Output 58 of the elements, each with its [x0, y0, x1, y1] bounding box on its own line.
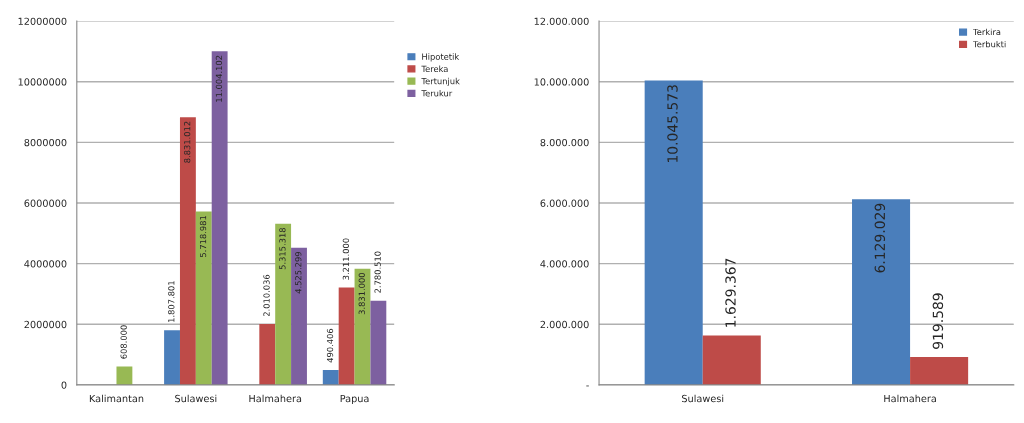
- data-label: 2.780.510: [374, 251, 381, 293]
- legend-label: Tereka: [421, 65, 448, 73]
- data-label: 919.589: [932, 293, 944, 349]
- data-label: 1.807.801: [168, 281, 175, 322]
- bar: [370, 300, 387, 385]
- data-label: 5.718.981: [199, 215, 207, 257]
- data-label: 4.525.299: [295, 251, 302, 294]
- y-tick-label: 8.000.000: [540, 138, 589, 147]
- x-tick-label: Papua: [340, 394, 369, 405]
- x-tick-label: Halmahera: [249, 394, 302, 403]
- y-tick-label: 0: [61, 381, 67, 389]
- y-tick-label: -: [586, 385, 589, 387]
- bar: [116, 366, 133, 385]
- y-tick-label: 4000000: [24, 260, 67, 268]
- y-tick-label: 12000000: [18, 17, 67, 25]
- y-tick-label: 2.000.000: [540, 320, 589, 329]
- bar: [354, 268, 371, 385]
- legend-label: Terkira: [973, 28, 1001, 36]
- data-label: 5.315.318: [279, 228, 286, 270]
- bar: [338, 287, 355, 385]
- legend-label: Tertunjuk: [421, 77, 460, 86]
- bar: [291, 247, 307, 385]
- y-tick-label: 2000000: [24, 320, 67, 329]
- y-tick-label: 8000000: [24, 138, 67, 147]
- x-tick-label: Sulawesi: [682, 394, 724, 403]
- y-tick-label: 10000000: [18, 78, 67, 86]
- bar: [322, 370, 339, 385]
- bar: [852, 199, 911, 385]
- bar: [195, 211, 212, 385]
- data-label: 3.831.000: [358, 272, 365, 315]
- bar: [275, 223, 292, 385]
- x-tick-label: Kalimantan: [89, 394, 144, 403]
- data-label: 8.831.012: [184, 121, 191, 163]
- data-label: 608.000: [120, 325, 127, 359]
- y-tick-label: 12.000.000: [534, 17, 589, 25]
- data-label: 10.045.573: [667, 85, 678, 163]
- bar: [164, 330, 180, 385]
- legend-label: Terbukti: [973, 40, 1006, 48]
- data-label: 2.010.036: [263, 274, 270, 317]
- bar: [179, 117, 196, 385]
- x-tick-label: Sulawesi: [175, 394, 217, 403]
- data-label: 3.211.000: [342, 238, 350, 280]
- y-tick-label: 6.000.000: [540, 199, 589, 207]
- data-label: 11.004.102: [215, 55, 223, 102]
- y-tick-label: 4.000.000: [540, 260, 589, 268]
- data-label: 1.629.367: [725, 258, 736, 327]
- bar: [702, 335, 761, 385]
- y-tick-label: 10.000.000: [534, 78, 589, 86]
- data-label: 6.129.029: [874, 203, 886, 273]
- y-tick-label: 6000000: [24, 199, 67, 207]
- legend-label: Hipotetik: [422, 53, 460, 62]
- data-label: 490.406: [326, 328, 334, 363]
- bar: [910, 357, 969, 385]
- x-tick-label: Halmahera: [884, 394, 936, 403]
- legend-label: Terukur: [421, 90, 453, 97]
- bar: [644, 80, 703, 385]
- bar: [259, 324, 276, 385]
- bar: [211, 51, 228, 385]
